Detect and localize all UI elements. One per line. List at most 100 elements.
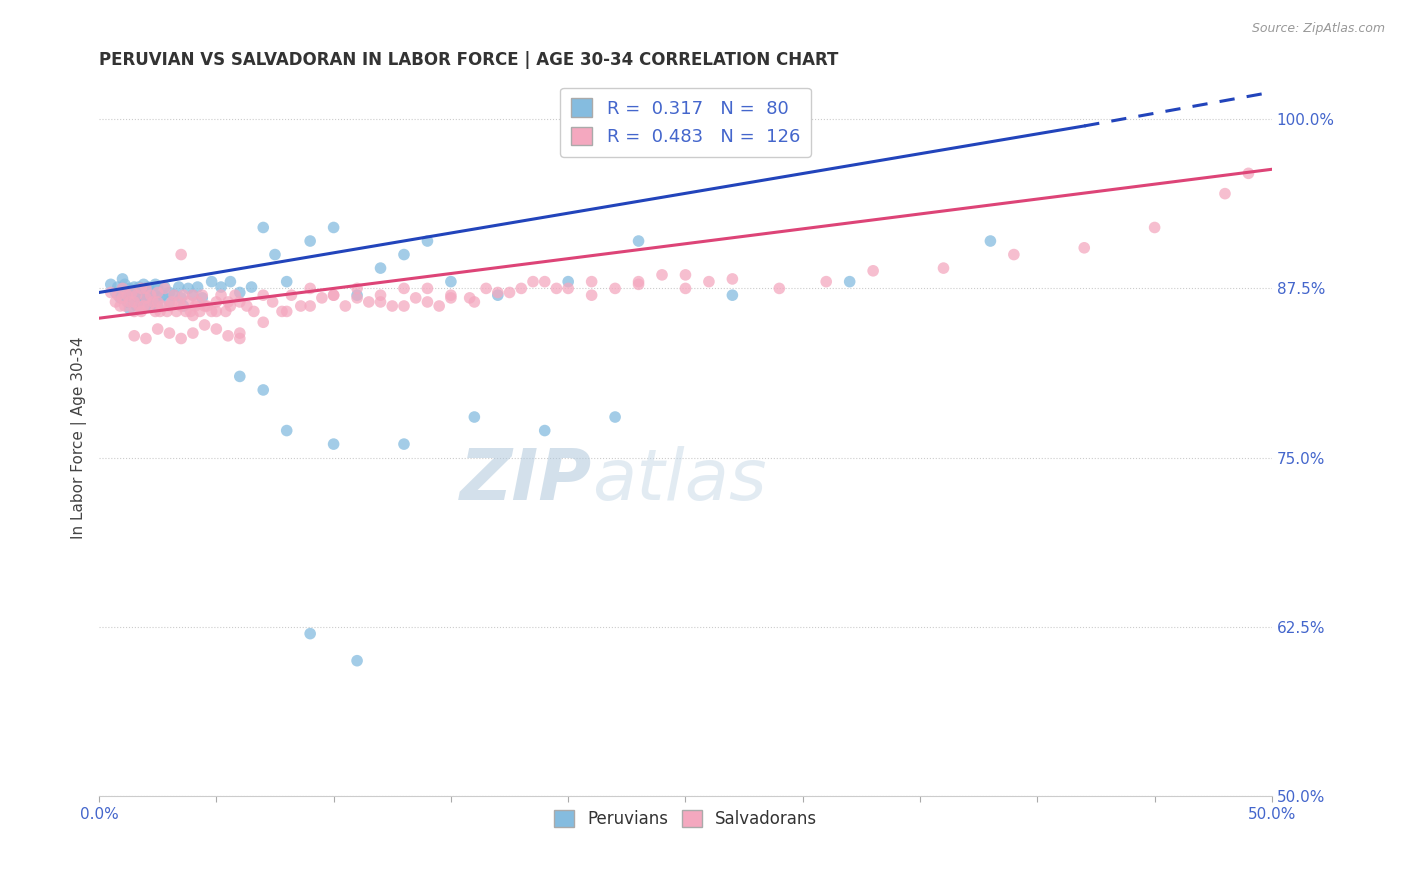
- Point: [114, 299, 136, 313]
- Point: [177, 295, 200, 310]
- Point: [201, 304, 224, 318]
- Point: [136, 280, 159, 294]
- Point: [180, 304, 202, 318]
- Point: [299, 234, 322, 248]
- Point: [146, 299, 169, 313]
- Point: [522, 275, 544, 289]
- Point: [675, 281, 697, 295]
- Point: [979, 234, 1001, 248]
- Point: [322, 288, 344, 302]
- Point: [299, 626, 322, 640]
- Point: [815, 275, 838, 289]
- Point: [122, 280, 145, 294]
- Point: [187, 280, 209, 294]
- Text: atlas: atlas: [592, 446, 766, 515]
- Point: [149, 291, 172, 305]
- Point: [217, 328, 239, 343]
- Point: [201, 275, 224, 289]
- Point: [115, 285, 138, 300]
- Point: [1213, 186, 1236, 201]
- Point: [125, 299, 148, 313]
- Point: [163, 288, 186, 302]
- Point: [311, 291, 333, 305]
- Point: [392, 281, 415, 295]
- Point: [160, 295, 183, 310]
- Point: [205, 304, 228, 318]
- Point: [280, 288, 302, 302]
- Point: [187, 295, 209, 310]
- Point: [146, 295, 169, 310]
- Point: [229, 326, 252, 340]
- Point: [142, 295, 165, 310]
- Point: [104, 295, 127, 310]
- Point: [416, 234, 439, 248]
- Point: [170, 331, 193, 345]
- Point: [392, 437, 415, 451]
- Point: [557, 275, 579, 289]
- Point: [149, 304, 172, 318]
- Point: [157, 326, 180, 340]
- Point: [136, 299, 159, 313]
- Point: [603, 410, 626, 425]
- Point: [768, 281, 790, 295]
- Point: [290, 299, 312, 313]
- Point: [181, 326, 204, 340]
- Point: [118, 281, 141, 295]
- Y-axis label: In Labor Force | Age 30-34: In Labor Force | Age 30-34: [72, 336, 87, 539]
- Point: [932, 261, 955, 276]
- Point: [181, 288, 204, 302]
- Point: [122, 295, 145, 310]
- Point: [651, 268, 673, 282]
- Point: [125, 288, 148, 302]
- Point: [135, 291, 157, 305]
- Point: [132, 295, 155, 310]
- Point: [271, 304, 294, 318]
- Point: [188, 304, 211, 318]
- Point: [121, 285, 143, 300]
- Point: [194, 299, 217, 313]
- Point: [838, 275, 860, 289]
- Point: [440, 288, 463, 302]
- Text: PERUVIAN VS SALVADORAN IN LABOR FORCE | AGE 30-34 CORRELATION CHART: PERUVIAN VS SALVADORAN IN LABOR FORCE | …: [98, 51, 838, 69]
- Point: [142, 285, 165, 300]
- Point: [111, 272, 134, 286]
- Point: [440, 291, 463, 305]
- Point: [862, 264, 884, 278]
- Point: [219, 275, 242, 289]
- Point: [335, 299, 357, 313]
- Point: [122, 295, 145, 310]
- Point: [252, 220, 274, 235]
- Point: [463, 295, 485, 310]
- Point: [510, 281, 533, 295]
- Point: [135, 281, 157, 295]
- Point: [581, 275, 603, 289]
- Point: [603, 281, 626, 295]
- Point: [229, 369, 252, 384]
- Point: [181, 288, 204, 302]
- Text: ZIP: ZIP: [460, 446, 592, 515]
- Point: [215, 304, 238, 318]
- Point: [153, 280, 176, 294]
- Point: [1073, 241, 1095, 255]
- Point: [142, 295, 165, 310]
- Point: [111, 281, 134, 295]
- Point: [264, 247, 287, 261]
- Point: [181, 309, 204, 323]
- Point: [224, 288, 246, 302]
- Point: [229, 295, 252, 310]
- Point: [100, 285, 122, 300]
- Point: [122, 328, 145, 343]
- Point: [115, 295, 138, 310]
- Point: [167, 295, 190, 310]
- Point: [107, 288, 129, 302]
- Point: [167, 280, 190, 294]
- Point: [173, 299, 195, 313]
- Point: [416, 295, 439, 310]
- Point: [252, 288, 274, 302]
- Point: [166, 304, 188, 318]
- Point: [139, 291, 162, 305]
- Point: [697, 275, 720, 289]
- Point: [170, 291, 193, 305]
- Point: [157, 299, 180, 313]
- Point: [463, 410, 485, 425]
